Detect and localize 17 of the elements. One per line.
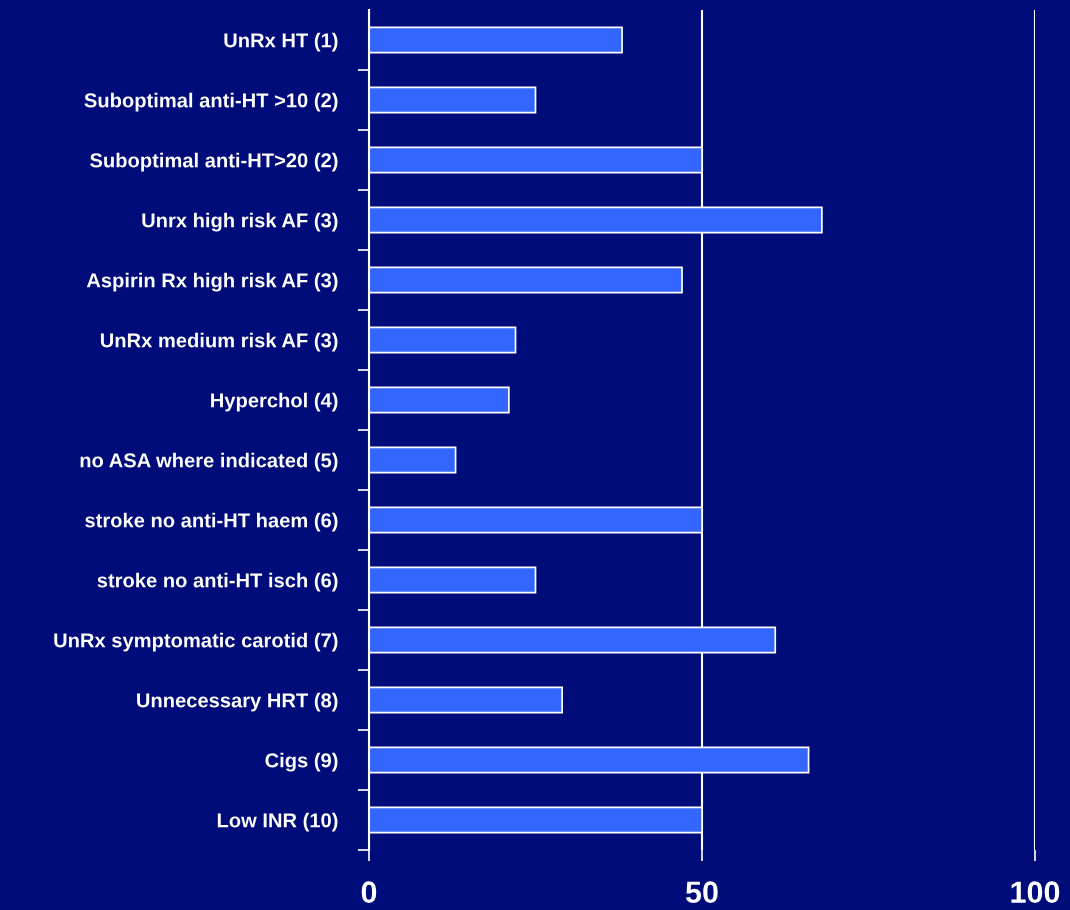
y-tick-label: Suboptimal anti-HT>20 (2) [90, 152, 338, 172]
y-tick-label: Suboptimal anti-HT >10 (2) [84, 92, 338, 112]
x-tick-label: 0 [361, 881, 377, 903]
y-tick-label: UnRx medium risk AF (3) [100, 332, 338, 352]
y-tick-label: Unrx high risk AF (3) [142, 212, 338, 232]
y-tick-label: Low INR (10) [217, 812, 338, 832]
y-tick-label: stroke no anti-HT haem (6) [85, 512, 338, 532]
y-tick-label: stroke no anti-HT isch (6) [97, 572, 338, 592]
y-tick-label: Aspirin Rx high risk AF (3) [86, 272, 338, 292]
y-tick-label: Hyperchol (4) [211, 392, 338, 412]
y-tick-label: Cigs (9) [265, 752, 338, 772]
y-tick-label: UnRx symptomatic carotid (7) [54, 632, 338, 652]
y-tick-label: Unnecessary HRT (8) [137, 692, 338, 712]
y-tick-label: UnRx HT (1) [224, 32, 338, 52]
y-tick-label: no ASA where indicated (5) [80, 452, 338, 472]
x-tick-label: 50 [685, 881, 718, 903]
x-tick-label: 100 [1011, 881, 1060, 903]
